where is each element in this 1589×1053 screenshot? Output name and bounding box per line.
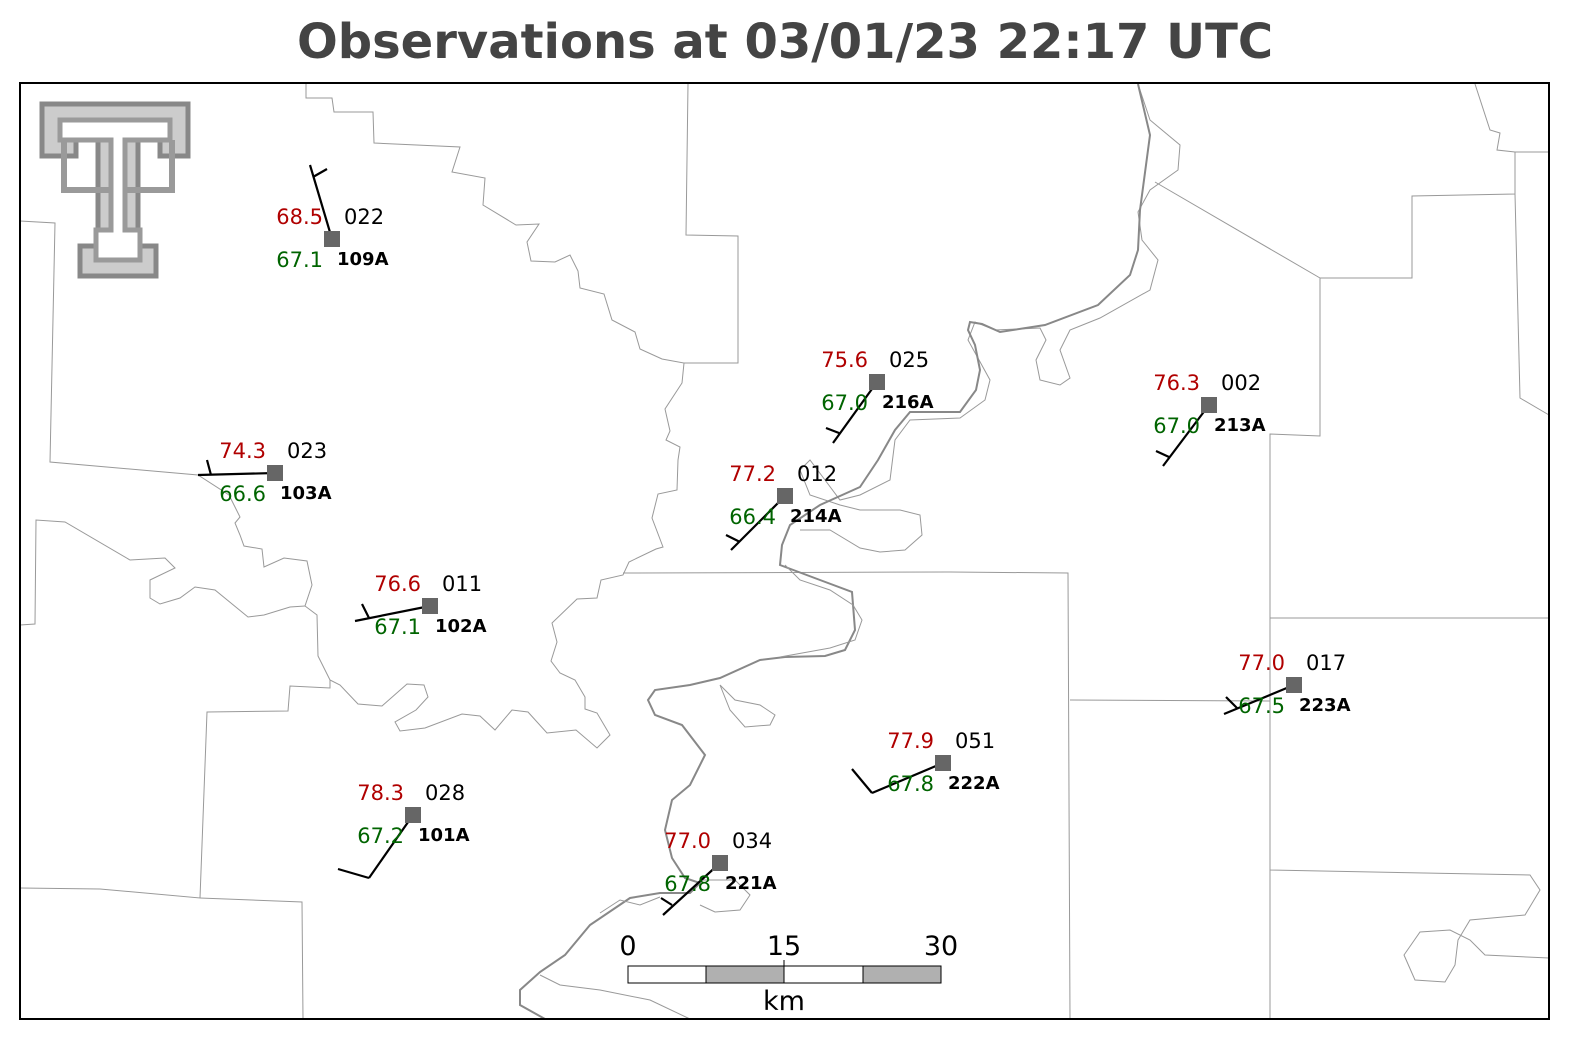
dewpoint: 67.0 [821, 391, 868, 415]
dewpoint: 67.2 [357, 824, 404, 848]
temperature: 77.2 [729, 462, 776, 486]
wind-barb [725, 495, 786, 551]
temperature: 68.5 [276, 205, 323, 229]
station-marker [935, 755, 951, 771]
temperature: 78.3 [357, 781, 404, 805]
wind-code: 022 [344, 205, 384, 229]
temperature: 76.6 [374, 572, 421, 596]
wind-barb [197, 459, 276, 477]
wind-code: 028 [425, 781, 465, 805]
wind-code: 017 [1306, 651, 1346, 675]
wind-code: 023 [287, 439, 327, 463]
scale-label: 0 [619, 931, 636, 962]
map-frame [19, 82, 1550, 1020]
boundaries [19, 83, 1550, 1020]
logo [39, 101, 191, 279]
dewpoint: 66.6 [219, 482, 266, 506]
station-id: 214A [790, 506, 842, 527]
station-id: 216A [882, 392, 934, 413]
station-marker [1286, 677, 1302, 693]
scale-bar: 0 15 30 km [619, 931, 958, 1017]
dewpoint: 67.8 [887, 772, 934, 796]
wind-code: 012 [797, 462, 837, 486]
wind-barb [354, 603, 431, 623]
wind-barb [851, 761, 944, 795]
title: Observations at 03/01/23 22:17 UTC [297, 14, 1273, 70]
dewpoint: 66.4 [729, 505, 776, 529]
temperature: 74.3 [219, 439, 266, 463]
wind-barb [308, 164, 334, 240]
scale-label: 15 [767, 931, 801, 962]
temperature: 77.0 [1238, 651, 1285, 675]
dewpoint: 67.8 [664, 872, 711, 896]
wind-barb [1155, 404, 1210, 467]
dewpoint: 67.0 [1153, 414, 1200, 438]
wind-barb [1223, 683, 1295, 716]
wind-code: 051 [955, 729, 995, 753]
scale-unit: km [763, 986, 805, 1017]
station-marker [777, 488, 793, 504]
wind-code: 034 [732, 829, 772, 853]
wind-code: 011 [442, 572, 482, 596]
station-id: 213A [1214, 415, 1266, 436]
station-marker [869, 374, 885, 390]
stations: 68.5 022 67.1 109A 74.3 023 66.6 103A 76.6 011 67.… [197, 164, 1351, 916]
wind-barb [825, 381, 878, 444]
wind-code: 025 [889, 348, 929, 372]
station-id: 102A [435, 616, 487, 637]
station-marker [422, 598, 438, 614]
station-marker [1201, 397, 1217, 413]
station-id: 222A [948, 773, 1000, 794]
dewpoint: 67.5 [1238, 694, 1285, 718]
wind-code: 002 [1221, 371, 1261, 395]
station-id: 101A [418, 825, 470, 846]
temperature: 75.6 [821, 348, 868, 372]
dewpoint: 67.1 [276, 248, 323, 272]
station-id: 103A [280, 483, 332, 504]
station-marker [405, 807, 421, 823]
wind-barb [660, 862, 721, 916]
station-marker [712, 855, 728, 871]
scale-label: 30 [924, 931, 958, 962]
station-id: 221A [725, 873, 777, 894]
station-id: 109A [337, 249, 389, 270]
dewpoint: 67.1 [374, 615, 421, 639]
wind-barb [337, 814, 414, 880]
station-id: 223A [1299, 695, 1351, 716]
temperature: 77.0 [664, 829, 711, 853]
temperature: 76.3 [1153, 371, 1200, 395]
station-marker [324, 231, 340, 247]
temperature: 77.9 [887, 729, 934, 753]
station-marker [267, 465, 283, 481]
